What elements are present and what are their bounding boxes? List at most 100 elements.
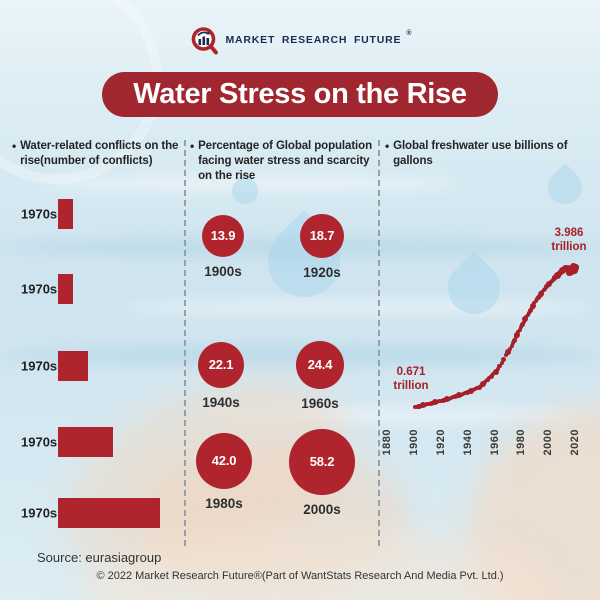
scatter-point [527, 307, 533, 313]
x-axis-tick-label: 1980 [515, 429, 528, 456]
bubble-decade-label: 1900s [204, 264, 242, 280]
scatter-point [456, 392, 463, 399]
scatter-point [416, 403, 422, 409]
scatter-point [497, 363, 502, 369]
conflict-bar [58, 427, 113, 457]
scatter-point [507, 346, 512, 351]
scatter-point [522, 316, 529, 323]
conflict-bar [58, 199, 73, 229]
title-banner: Water Stress on the Rise [102, 72, 498, 117]
population-bubble: 18.7 [299, 213, 345, 259]
bullet-glyph: • [12, 139, 17, 153]
bar-row: 1970s [0, 351, 185, 381]
scatter-point [428, 400, 434, 406]
bar-row: 1970s [0, 199, 185, 229]
bar-row: 1970s [0, 274, 185, 304]
scatter-point [518, 325, 523, 330]
conflict-bar [58, 498, 160, 528]
scatter-point [449, 395, 454, 401]
bullet-glyph: • [385, 139, 390, 153]
scatter-point [464, 390, 470, 396]
scatter-point [533, 299, 538, 304]
x-axis-tick-label: 1940 [461, 429, 474, 456]
x-axis-tick-label: 1880 [381, 429, 394, 456]
scatter-point [519, 322, 525, 328]
scatter-point [499, 360, 504, 365]
source-credit: Source: eurasiagroup [37, 550, 162, 565]
scatter-point [540, 289, 545, 294]
copyright-line: © 2022 Market Research Future®(Part of W… [96, 570, 504, 582]
x-axis-tick-label: 1960 [488, 429, 501, 456]
scatter-point [480, 381, 487, 388]
left-panel-title: • Water-related conflicts on the rise(nu… [12, 139, 182, 169]
scatter-point [495, 366, 500, 371]
right-panel-title: • Global freshwater use billions of gall… [385, 139, 585, 169]
page-title: Water Stress on the Rise [133, 78, 467, 110]
mrf-logo-icon [188, 25, 220, 57]
scatter-point [511, 337, 517, 343]
scatter-point [530, 302, 537, 309]
conflict-bar [58, 351, 88, 381]
registered-mark: ® [406, 30, 412, 37]
scatter-point [483, 380, 488, 385]
bar-year-label: 1970s [21, 206, 58, 222]
scatter-point [517, 327, 522, 332]
scatter-point [424, 402, 430, 407]
annotation-max-value: 3.986 trillion [551, 227, 587, 254]
scatter-point [503, 353, 508, 358]
scatter-point [516, 330, 521, 335]
scatter-point [437, 399, 442, 404]
population-bubble: 13.9 [201, 214, 245, 258]
scatter-point [468, 387, 475, 394]
bubble-decade-label: 1980s [205, 496, 243, 512]
scatter-point [524, 315, 529, 320]
scatter-point [532, 301, 537, 306]
annotation-min-value: 0.671 trillion [393, 366, 429, 393]
x-axis-tick-label: 2000 [542, 429, 555, 456]
bullet-glyph: • [190, 139, 195, 153]
scatter-point [501, 356, 507, 362]
panel-divider [378, 140, 380, 546]
logo-wordmark: MARKET RESEARCH FUTURE [225, 34, 402, 46]
mrf-logo: MARKET RESEARCH FUTURE ® [188, 25, 412, 57]
x-axis-tick-label: 1920 [434, 429, 447, 456]
scatter-point [488, 374, 495, 380]
scatter-point [509, 343, 514, 348]
scatter-point [452, 394, 458, 400]
scatter-point [444, 396, 451, 403]
scatter-point [412, 404, 418, 410]
x-axis-tick-label: 1900 [408, 429, 420, 456]
bar-year-label: 1970s [21, 358, 58, 374]
bubble-decade-label: 1920s [303, 265, 341, 281]
scatter-point [420, 402, 427, 409]
scatter-point [485, 378, 490, 383]
scatter-point [473, 387, 478, 392]
scatter-point [504, 348, 511, 355]
bar-row: 1970s [0, 498, 185, 528]
population-bubble: 58.2 [289, 429, 355, 495]
bar-year-label: 1970s [21, 434, 58, 450]
bubble-decade-label: 1960s [301, 395, 339, 411]
scatter-point [525, 312, 530, 317]
scatter-point [461, 392, 466, 397]
scatter-point [440, 397, 446, 403]
population-bubble: 24.4 [296, 341, 344, 389]
scatter-point [513, 331, 520, 338]
scatter-point [510, 340, 515, 345]
bar-year-label: 1970s [21, 281, 58, 297]
panel-divider [184, 140, 186, 546]
bar-row: 1970s [0, 427, 185, 457]
bubble-decade-label: 2000s [303, 501, 341, 517]
bar-year-label: 1970s [21, 505, 58, 521]
scatter-point [572, 264, 580, 272]
population-bubble: 22.1 [197, 341, 245, 389]
conflict-bar [58, 274, 73, 304]
bubble-decade-label: 1940s [202, 395, 240, 411]
middle-panel-title: • Percentage of Global population facing… [190, 139, 376, 185]
x-axis-tick-label: 2020 [569, 429, 581, 456]
scatter-point [492, 368, 499, 375]
scatter-point [521, 320, 526, 325]
